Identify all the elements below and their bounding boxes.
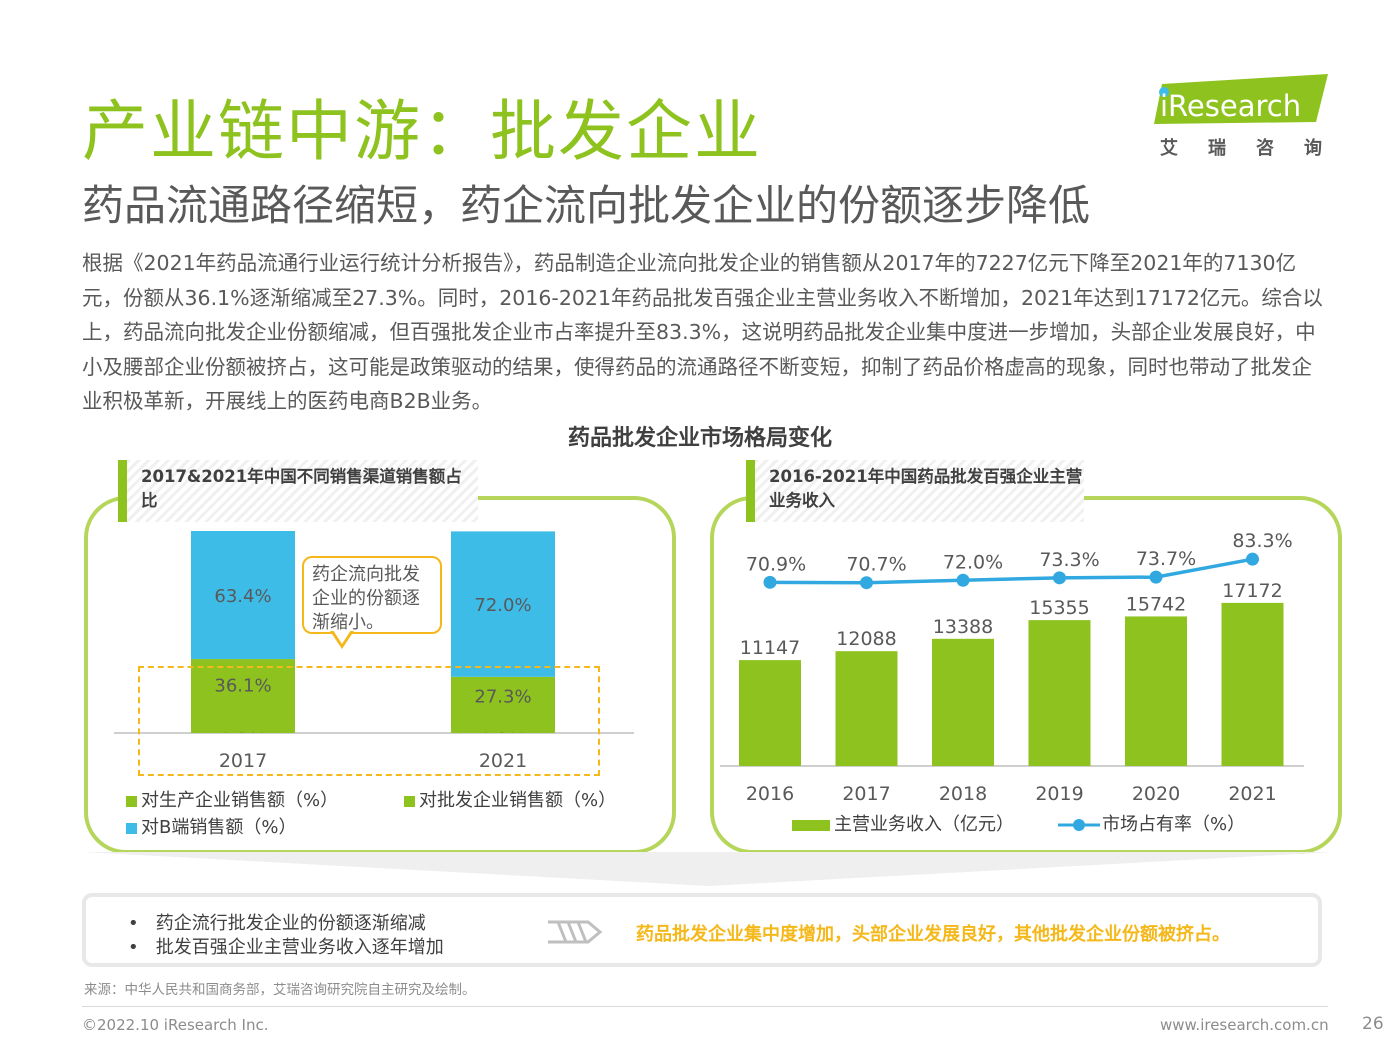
legend-swatch [126,795,137,807]
summary-bullet: • 批发百强企业主营业务收入逐年增加 [128,937,444,958]
legend-label: 主营业务收入（亿元） [834,814,1014,835]
bar-segment [451,676,555,732]
x-tick-label: 2017 [219,750,267,772]
bar-segment [191,531,295,660]
page-title: 产业链中游：批发企业 [82,93,762,170]
page-subtitle: 药品流通路径缩短，药企流向批发企业的份额逐步降低 [82,181,1091,230]
data-label: 72.0% [474,595,531,616]
share-data-label: 70.7% [846,554,906,576]
x-tick-label: 2019 [1035,783,1083,805]
logo-text: iResearch [1160,89,1301,123]
revenue-bar [1125,616,1187,766]
revenue-bar [739,660,801,766]
share-point [763,575,777,589]
bar-segment [451,531,555,677]
section-title: 药品批发企业市场格局变化 [567,426,832,451]
website-url: www.iresearch.com.cn [1160,1016,1329,1034]
revenue-data-label: 15355 [1029,597,1089,619]
legend-label: 对B端销售额（%） [141,817,297,838]
share-point [1053,571,1066,585]
share-line [769,557,1253,585]
summary-conclusion: 药品批发企业集中度增加，头部企业发展良好，其他批发企业份额被挤占。 [636,924,1230,945]
page-number: 26 [1362,1014,1384,1034]
legend-swatch [126,822,137,834]
logo-chinese-name: 艾瑞咨询 [1160,138,1352,159]
summary-bullet: • 药企流行批发企业的份额逐渐缩减 [128,913,426,934]
share-point [1246,552,1259,566]
x-tick-label: 2021 [1228,783,1276,805]
right-chart-title: 2016-2021年中国药品批发百强企业主营业务收入 [746,460,1084,522]
legend-item-producer: 对生产企业销售额（%） [126,786,338,812]
callout-pointer-inner [333,630,351,644]
bullet-text: 批发百强企业主营业务收入逐年增加 [155,937,444,958]
share-data-label: 83.3% [1232,530,1292,552]
source-note: 来源：中华人民共和国商务部，艾瑞咨询研究院自主研究及绘制。 [84,982,476,998]
revenue-data-label: 12088 [836,628,896,650]
iresearch-logo: iResearch [1154,74,1328,124]
legend-swatch [792,819,830,831]
copyright: ©2022.10 iResearch Inc. [82,1016,269,1034]
x-tick-label: 2020 [1132,783,1180,805]
revenue-bar [932,638,994,766]
legend-item-share: 市场占有率（%） [1058,810,1245,836]
highlight-dashed-box [138,666,600,776]
double-arrow-icon [548,920,603,944]
legend-item-wholesale: 对批发企业销售额（%） [404,786,616,812]
summary-box [82,893,1322,967]
x-tick-label: 2017 [842,783,890,805]
share-data-label: 72.0% [943,551,1003,573]
data-label: 36.1% [214,675,271,696]
bar-segment [191,731,295,733]
share-data-label: 73.7% [1136,548,1196,570]
share-point [956,573,970,587]
legend-line-marker [1058,819,1100,831]
revenue-bar [1028,620,1091,766]
x-tick-label: 2016 [746,783,794,805]
callout-annotation: 药企流向批发企业的份额逐渐缩小。 [302,556,442,634]
left-chart-title: 2017&2021年中国不同销售渠道销售额占比 [118,460,478,522]
legend-label: 对生产企业销售额（%） [141,790,339,811]
revenue-data-label: 15742 [1126,593,1186,615]
down-arrow-band [84,852,1334,886]
revenue-data-label: 13388 [933,616,993,638]
x-tick-label: 2021 [479,750,527,772]
bar-segment [451,731,555,733]
stacked-share-chart: 0.5%36.1%63.4%20170.5%27.3%72.0%2021 [114,531,634,772]
footer-divider [82,1006,1328,1007]
legend-swatch [404,795,415,807]
legend-label: 市场占有率（%） [1102,814,1246,835]
bar-segment [191,659,295,732]
share-data-label: 73.3% [1039,549,1099,571]
revenue-data-label: 11147 [740,637,800,659]
share-point [1149,570,1163,584]
body-paragraph: 根据《2021年药品流通行业运行统计分析报告》，药品制造企业流向批发企业的销售额… [82,251,1323,413]
legend-item-revenue: 主营业务收入（亿元） [792,810,1014,836]
revenue-bar [835,651,898,766]
legend-label: 对批发企业销售额（%） [419,790,617,811]
revenue-share-chart: 11147 2016 12088 2017 13388 2018 15355 2019 1574… [720,530,1304,805]
data-label: 63.4% [214,586,271,607]
bullet-text: 药企流行批发企业的份额逐渐缩减 [155,913,426,934]
x-tick-label: 2018 [939,783,987,805]
share-point [860,576,873,590]
legend-item-b2b: 对B端销售额（%） [126,813,296,839]
revenue-bar [1221,602,1284,766]
revenue-data-label: 17172 [1222,580,1282,602]
share-data-label: 70.9% [746,553,806,575]
data-label: 27.3% [474,687,531,708]
